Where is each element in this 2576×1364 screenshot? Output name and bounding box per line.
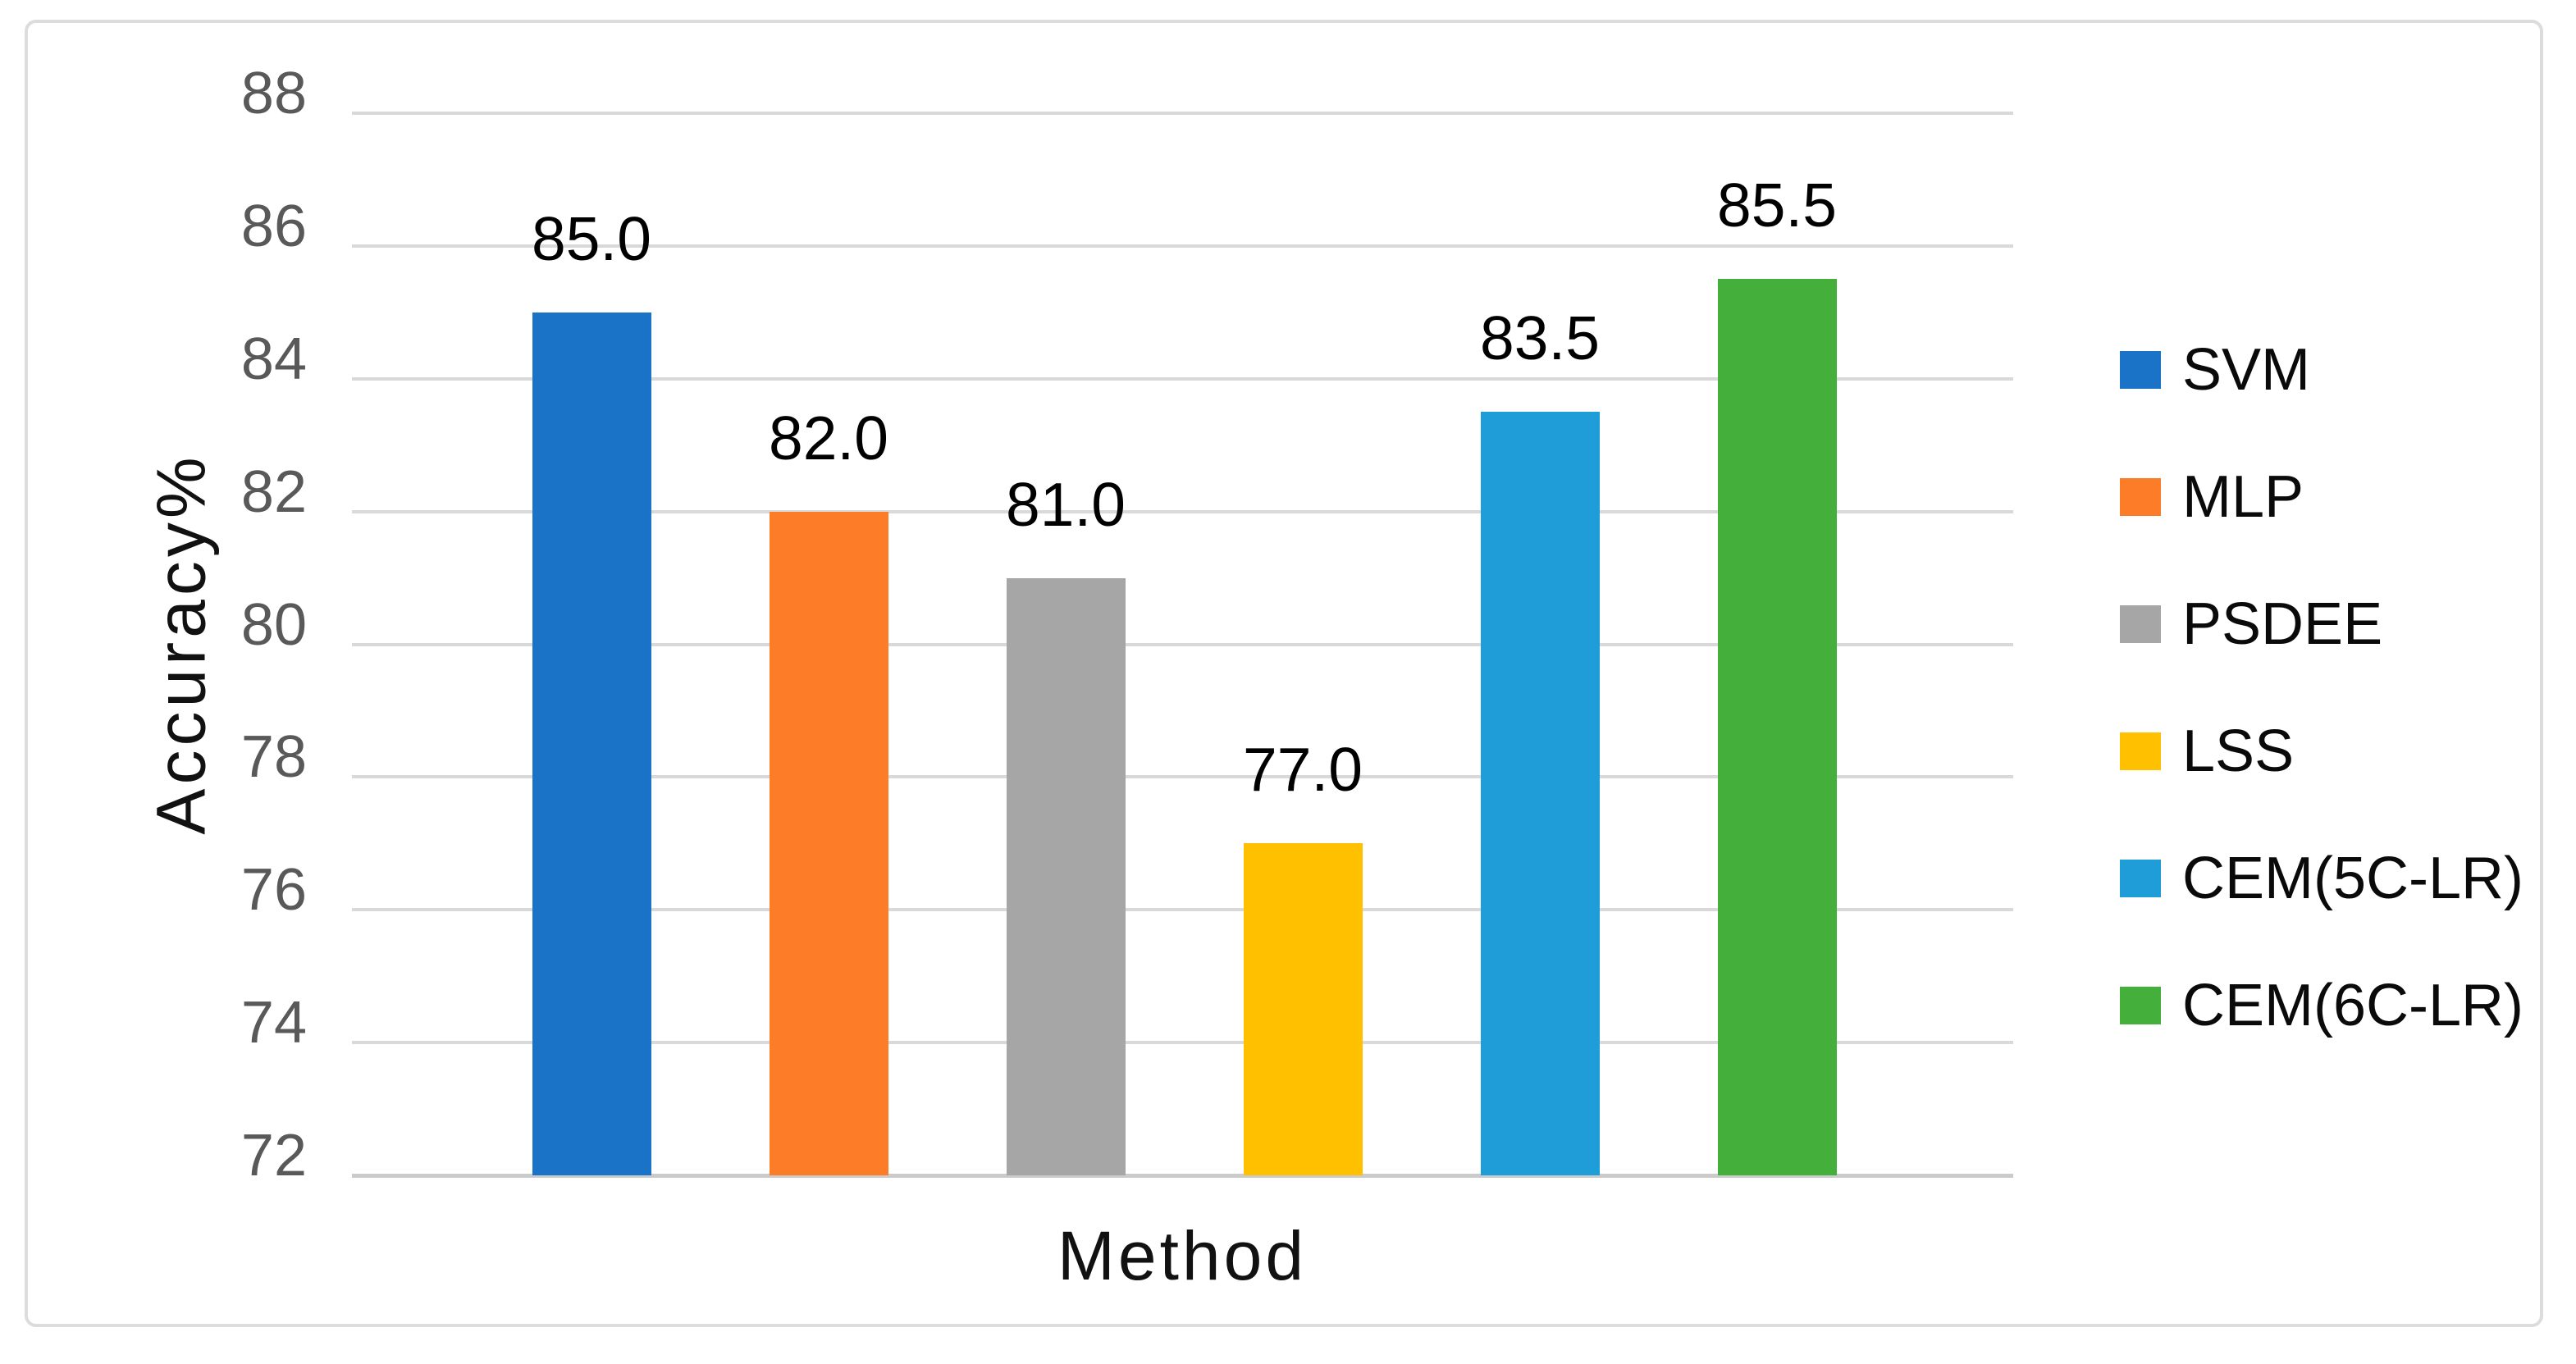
bar-value-label-cem-6c-lr: 85.5 xyxy=(1717,171,1837,240)
gridline-88 xyxy=(352,112,2013,115)
legend-color-swatch-psdee xyxy=(2120,605,2161,643)
legend-label-cem-5c-lr: CEM(5C-LR) xyxy=(2182,846,2524,911)
chart-frame: 85.0 82.0 81.0 77.0 83.5 85.5 72 74 76 78 80 82 84 8… xyxy=(25,20,2543,1327)
legend-label-mlp: MLP xyxy=(2182,464,2304,530)
legend-color-swatch-svm xyxy=(2120,351,2161,389)
gridline-74 xyxy=(352,1041,2013,1045)
y-tick-label-72: 72 xyxy=(240,1123,307,1188)
legend-item-cem-6c-lr: CEM(6C-LR) xyxy=(2120,974,2523,1037)
y-axis-title: Accuracy% xyxy=(142,453,220,835)
gridline-72 xyxy=(352,1174,2013,1178)
bar-value-label-svm: 85.0 xyxy=(532,203,651,273)
legend-item-lss: LSS xyxy=(2120,720,2294,782)
y-tick-label-84: 84 xyxy=(240,326,307,392)
legend-label-psdee: PSDEE xyxy=(2182,591,2383,657)
y-tick-label-82: 82 xyxy=(240,458,307,525)
legend-item-svm: SVM xyxy=(2120,339,2310,401)
gridline-78 xyxy=(352,775,2013,779)
legend-item-cem-5c-lr: CEM(5C-LR) xyxy=(2120,847,2523,910)
gridline-80 xyxy=(352,642,2013,646)
bar-psdee xyxy=(1006,577,1126,1175)
legend-color-swatch-mlp xyxy=(2120,478,2161,516)
y-tick-label-88: 88 xyxy=(240,61,307,126)
legend-item-mlp: MLP xyxy=(2120,466,2304,528)
legend-label-lss: LSS xyxy=(2182,718,2295,784)
legend-label-cem-6c-lr: CEM(6C-LR) xyxy=(2182,973,2524,1038)
gridline-82 xyxy=(352,509,2013,513)
bar-svm xyxy=(532,312,651,1175)
y-tick-label-80: 80 xyxy=(240,591,307,658)
bar-value-label-mlp: 82.0 xyxy=(769,403,888,472)
legend-item-psdee: PSDEE xyxy=(2120,593,2382,655)
y-tick-label-76: 76 xyxy=(240,857,307,924)
legend-color-swatch-lss xyxy=(2120,732,2161,770)
y-tick-label-74: 74 xyxy=(240,990,307,1056)
plot-area: 85.0 82.0 81.0 77.0 83.5 85.5 xyxy=(352,112,2013,1178)
bar-cem-5c-lr xyxy=(1480,412,1600,1175)
gridline-86 xyxy=(352,244,2013,248)
legend-color-swatch-cem-5c-lr xyxy=(2120,860,2161,897)
gridline-76 xyxy=(352,908,2013,912)
legend: SVM MLP PSDEE LSS CEM(5C-LR) CEM(6C-LR) xyxy=(2120,23,2576,1324)
legend-color-swatch-cem-6c-lr xyxy=(2120,987,2161,1024)
bar-mlp xyxy=(769,511,888,1175)
bar-value-label-cem-5c-lr: 83.5 xyxy=(1480,303,1600,373)
legend-label-svm: SVM xyxy=(2182,337,2311,403)
gridline-84 xyxy=(352,376,2013,381)
bar-lss xyxy=(1243,843,1363,1175)
bar-cem-6c-lr xyxy=(1717,279,1837,1175)
y-tick-label-86: 86 xyxy=(240,193,307,259)
y-tick-label-78: 78 xyxy=(240,724,307,791)
bar-value-label-psdee: 81.0 xyxy=(1006,469,1126,539)
x-axis-title: Method xyxy=(1057,1217,1308,1294)
bar-value-label-lss: 77.0 xyxy=(1243,735,1363,805)
